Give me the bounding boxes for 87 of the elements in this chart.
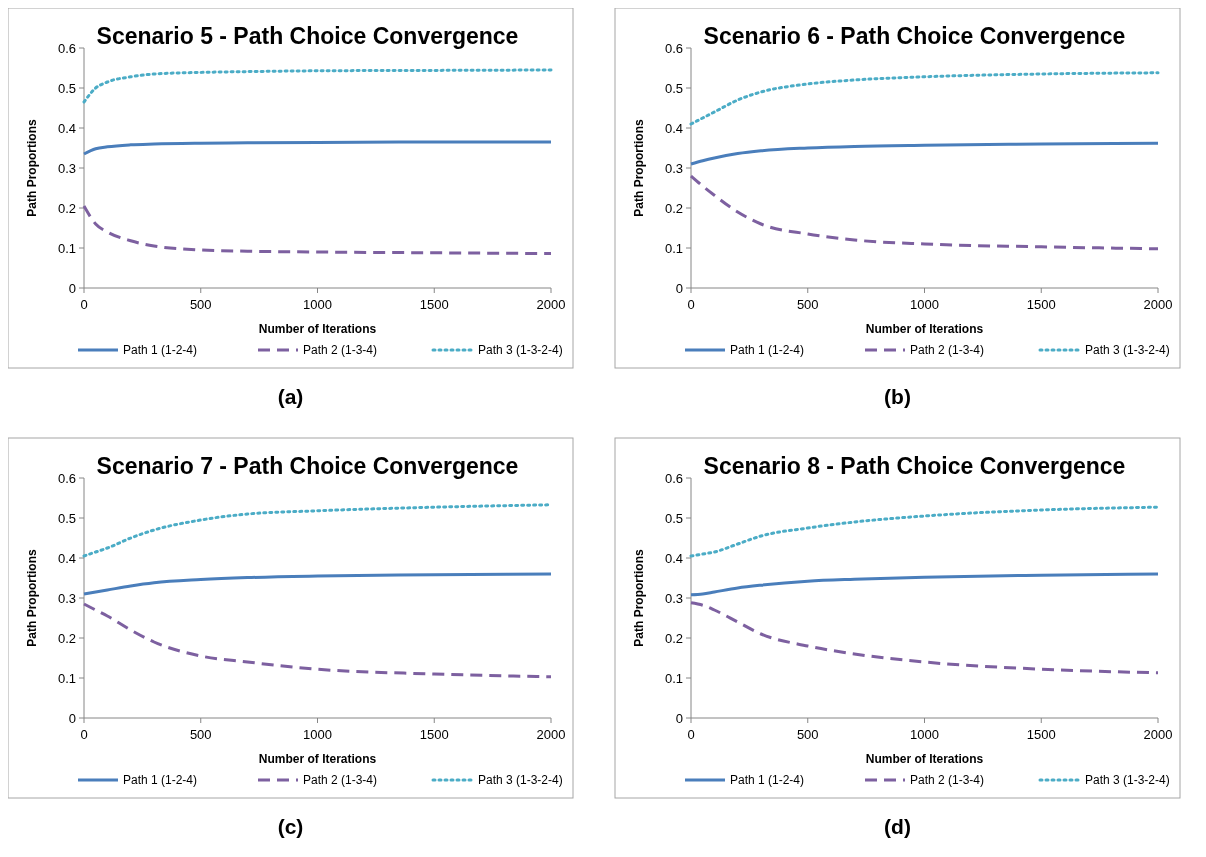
- line-series: [82, 204, 553, 256]
- y-axis-title: Path Proportions: [632, 549, 646, 647]
- line-series: [689, 505, 1160, 558]
- chart-title: Scenario 6 - Path Choice Convergence: [703, 23, 1126, 49]
- legend-label: Path 3 (1-3-2-4): [478, 773, 563, 788]
- text: (d): [884, 815, 911, 838]
- x-axis-title: Number of Iterations: [865, 322, 984, 336]
- y-tick-label: 0.3: [57, 160, 76, 176]
- y-tick-label: 0.6: [664, 40, 683, 56]
- x-axis-title: Number of Iterations: [258, 752, 377, 766]
- y-tick-label: 0.3: [664, 160, 683, 176]
- x-tick-label: 1000: [303, 727, 332, 742]
- y-tick-label: 0.3: [664, 590, 683, 606]
- x-tick-label: 500: [189, 727, 212, 742]
- y-tick-label: 0.5: [57, 80, 76, 96]
- y-tick-label: 0.4: [664, 550, 683, 566]
- y-tick-label: 0: [675, 280, 683, 296]
- y-tick-label: 0.2: [664, 200, 683, 216]
- line-series: [82, 572, 553, 596]
- y-tick-label: 0.4: [57, 550, 76, 566]
- x-tick-label: 1500: [419, 727, 449, 742]
- line-series: [689, 572, 1160, 597]
- y-tick-label: 0.2: [57, 200, 76, 216]
- y-tick-label: 0.1: [664, 670, 683, 686]
- legend-label: Path 1 (1-2-4): [123, 773, 198, 788]
- x-tick-label: 0: [687, 727, 695, 742]
- x-tick-label: 0: [80, 727, 88, 742]
- legend-label: Path 2 (1-3-4): [303, 343, 378, 358]
- y-tick-label: 0.3: [57, 590, 76, 606]
- y-tick-label: 0: [68, 280, 76, 296]
- legend-label: Path 1 (1-2-4): [730, 343, 805, 358]
- text: (b): [884, 385, 911, 408]
- y-tick-label: 0.1: [57, 670, 76, 686]
- x-tick-label: 500: [189, 297, 212, 312]
- x-tick-label: 1500: [1026, 727, 1056, 742]
- legend-label: Path 1 (1-2-4): [123, 343, 198, 358]
- y-axis-title: Path Proportions: [25, 549, 39, 647]
- text: (c): [277, 815, 304, 838]
- legend-label: Path 3 (1-3-2-4): [478, 343, 563, 358]
- line-series: [689, 601, 1160, 675]
- x-tick-label: 1000: [910, 727, 939, 742]
- x-axis-title: Number of Iterations: [258, 322, 377, 336]
- y-tick-label: 0: [675, 710, 683, 726]
- x-tick-label: 1000: [303, 297, 332, 312]
- y-tick-label: 0.5: [664, 80, 683, 96]
- y-tick-label: 0: [68, 710, 76, 726]
- line-series: [689, 174, 1160, 251]
- legend-label: Path 3 (1-3-2-4): [1085, 773, 1170, 788]
- x-tick-label: 1500: [419, 297, 449, 312]
- y-tick-label: 0.2: [57, 630, 76, 646]
- y-tick-label: 0.1: [664, 240, 683, 256]
- y-tick-label: 0.4: [57, 120, 76, 136]
- chart-title: Scenario 8 - Path Choice Convergence: [703, 453, 1126, 479]
- y-tick-label: 0.5: [57, 510, 76, 526]
- x-tick-label: 0: [80, 297, 88, 312]
- legend-label: Path 2 (1-3-4): [303, 773, 378, 788]
- y-tick-label: 0.6: [664, 470, 683, 486]
- x-tick-label: 1000: [910, 297, 939, 312]
- legend-label: Path 2 (1-3-4): [910, 343, 985, 358]
- legend-label: Path 1 (1-2-4): [730, 773, 805, 788]
- x-tick-label: 500: [796, 297, 819, 312]
- x-tick-label: 2000: [536, 297, 566, 312]
- x-axis-title: Number of Iterations: [865, 752, 984, 766]
- x-tick-label: 2000: [1143, 727, 1173, 742]
- x-tick-label: 2000: [1143, 297, 1173, 312]
- x-tick-label: 2000: [536, 727, 566, 742]
- chart-title: Scenario 5 - Path Choice Convergence: [96, 23, 519, 49]
- y-tick-label: 0.6: [57, 40, 76, 56]
- legend-label: Path 3 (1-3-2-4): [1085, 343, 1170, 358]
- line-series: [82, 140, 553, 156]
- legend-label: Path 2 (1-3-4): [910, 773, 985, 788]
- line-series: [689, 141, 1160, 166]
- line-series: [689, 71, 1160, 126]
- y-tick-label: 0.5: [664, 510, 683, 526]
- text: (a): [277, 385, 304, 408]
- y-tick-label: 0.4: [664, 120, 683, 136]
- x-tick-label: 1500: [1026, 297, 1056, 312]
- chart-title: Scenario 7 - Path Choice Convergence: [96, 453, 519, 479]
- line-series: [82, 602, 553, 679]
- line-series: [82, 68, 553, 104]
- y-tick-label: 0.2: [664, 630, 683, 646]
- y-axis-title: Path Proportions: [25, 119, 39, 217]
- y-tick-label: 0.6: [57, 470, 76, 486]
- y-axis-title: Path Proportions: [632, 119, 646, 217]
- x-tick-label: 0: [687, 297, 695, 312]
- y-tick-label: 0.1: [57, 240, 76, 256]
- x-tick-label: 500: [796, 727, 819, 742]
